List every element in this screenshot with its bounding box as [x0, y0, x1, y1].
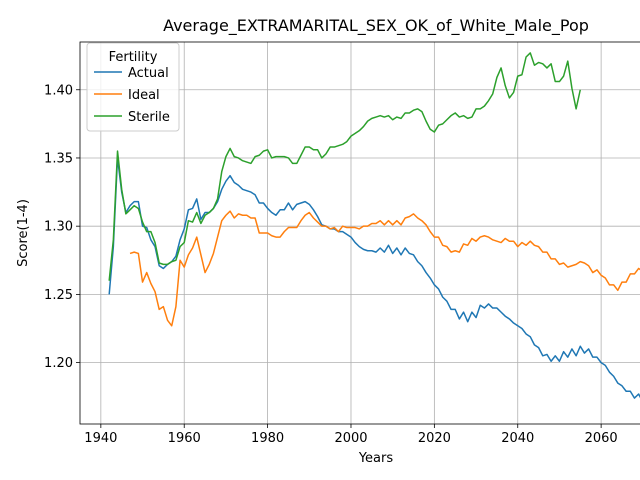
- x-tick-label: 2060: [585, 431, 618, 446]
- x-tick-label: 1940: [84, 431, 117, 446]
- legend-label-sterile: Sterile: [128, 110, 170, 125]
- legend-box: [86, 42, 180, 132]
- x-axis-label: Years: [358, 451, 394, 466]
- legend-title: Fertility: [109, 50, 158, 65]
- legend: Fertility Actual Ideal Sterile: [86, 42, 180, 132]
- legend-label-ideal: Ideal: [128, 88, 160, 103]
- x-axis-ticks: 1940 1960 1980 2000 2020 2040 2060: [84, 424, 618, 446]
- y-axis-ticks: 1.20 1.25 1.30 1.35 1.40: [44, 83, 80, 371]
- series-ideal: [129, 210, 640, 327]
- series-sterile: [108, 52, 582, 281]
- y-tick-label: 1.25: [44, 288, 73, 303]
- y-tick-label: 1.20: [44, 356, 73, 371]
- grid: [80, 42, 640, 424]
- x-tick-label: 1960: [168, 431, 201, 446]
- series-layer: [108, 52, 640, 399]
- y-tick-label: 1.30: [44, 220, 73, 235]
- x-tick-label: 1980: [251, 431, 284, 446]
- plot-frame: [79, 41, 640, 425]
- legend-label-actual: Actual: [128, 66, 169, 81]
- series-line-ideal: [129, 210, 640, 327]
- series-line-sterile: [108, 52, 582, 281]
- x-tick-label: 2000: [334, 431, 367, 446]
- chart-title: Average_EXTRAMARITAL_SEX_OK_of_White_Mal…: [163, 16, 589, 36]
- y-tick-label: 1.40: [44, 83, 73, 98]
- legend-items: Actual Ideal Sterile: [94, 66, 170, 125]
- x-tick-label: 2040: [501, 431, 534, 446]
- y-axis-label: Score(1-4): [16, 199, 31, 267]
- y-tick-label: 1.35: [44, 151, 73, 166]
- x-tick-label: 2020: [418, 431, 451, 446]
